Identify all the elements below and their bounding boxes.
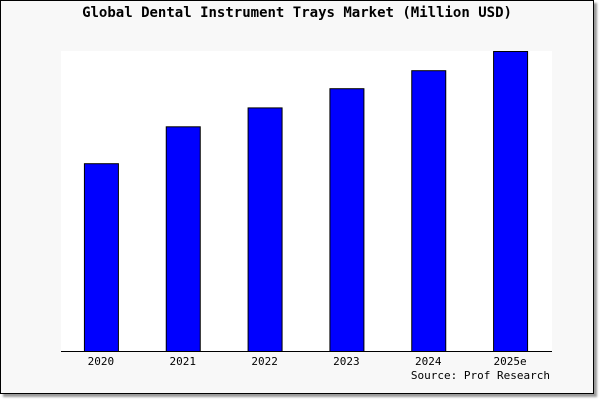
x-tick-label: 2022: [251, 355, 278, 368]
plot-area: [61, 51, 552, 351]
bar-2025e: [493, 51, 529, 352]
x-tick-label: 2024: [415, 355, 442, 368]
bar-2022: [247, 107, 283, 353]
x-tick-label: 2023: [333, 355, 360, 368]
bar-2024: [411, 70, 447, 352]
bar-2020: [83, 163, 119, 352]
x-tick-label: 2021: [170, 355, 197, 368]
bar-chart: 2020 2021 2022 2023 2024 2025e: [61, 51, 552, 368]
x-tick-label: 2020: [88, 355, 115, 368]
chart-frame: Global Dental Instrument Trays Market (M…: [0, 0, 594, 394]
bar-2021: [165, 126, 201, 352]
x-tick-label: 2025e: [494, 355, 527, 368]
bar-2023: [329, 88, 365, 352]
chart-title: Global Dental Instrument Trays Market (M…: [82, 5, 512, 21]
source-note: Source: Prof Research: [410, 369, 550, 382]
